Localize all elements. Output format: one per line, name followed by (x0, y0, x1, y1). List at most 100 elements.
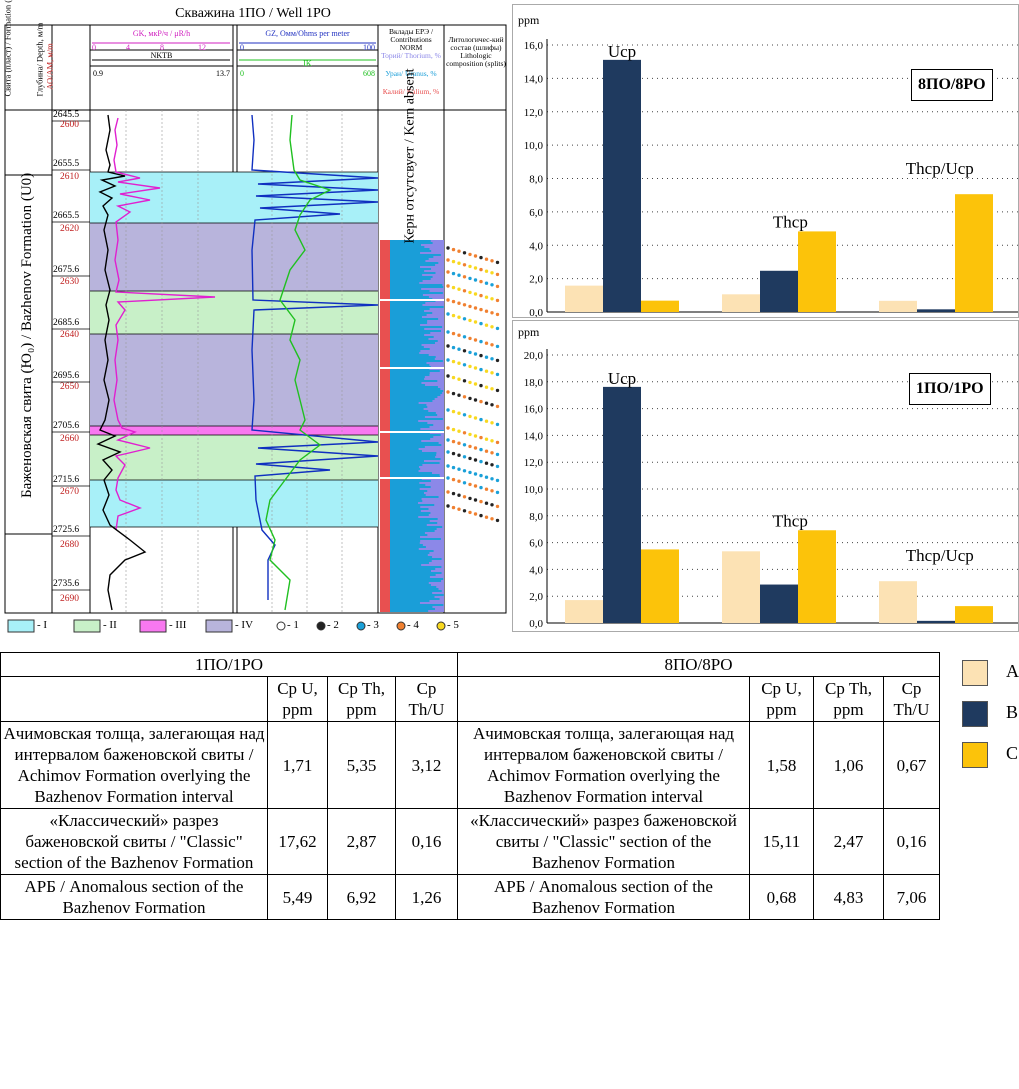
bar-b (760, 270, 798, 312)
litho-title: Литологичес-кий состав (шлифы) Lithologi… (446, 35, 506, 68)
y-tick-label: 4,0 (529, 564, 543, 576)
depth-ao-label: 2660 (60, 434, 79, 444)
depth-label: 2705.6 (53, 421, 80, 431)
th-ratio-right: Cp Th/U (883, 676, 940, 722)
y-tick-label: 16,0 (524, 40, 544, 52)
bar-a (879, 581, 917, 623)
row-label: «Классический» разрез баженовской свиты … (0, 808, 268, 875)
nktb-max: 13.7 (216, 69, 230, 78)
y-tick-label: 4,0 (529, 240, 543, 252)
depth-ao-label: 2630 (60, 277, 79, 287)
cell-u: 17,62 (267, 808, 328, 875)
chart-1po: 0,0 2,0 4,0 6,0 8,0 10,0 12,0 14,0 16,0 18,0 20,0 U… (512, 320, 1019, 632)
row-label: «Классический» разрез баженовской свиты … (457, 808, 750, 875)
cell-ratio: 1,26 (395, 874, 458, 920)
y-tick-label: 6,0 (529, 538, 543, 550)
core-absent-label: Керн отсутсвует / Kern absent (402, 68, 418, 244)
group-label: Ucp (608, 42, 636, 61)
gz-curve (251, 114, 379, 600)
ik-label: IK (303, 59, 312, 68)
y-tick-label: 8,0 (529, 174, 543, 186)
well-log-figure (4, 24, 507, 633)
legend-facies-label: - II (103, 619, 117, 631)
legend-dot (436, 621, 446, 631)
legend-label-c: C (1006, 743, 1019, 763)
gk-label: GK, мкР/ч / μR/h (132, 29, 191, 38)
cell-th: 4,83 (813, 874, 884, 920)
ppm-label-1po: ppm (518, 325, 540, 339)
bar-a (565, 600, 603, 623)
th-th-right: Cp Th, ppm (813, 676, 884, 722)
legend-facies-swatch (7, 619, 35, 633)
group-label: Thcp (773, 212, 808, 231)
cell-th: 2,47 (813, 808, 884, 875)
table-empty-header (457, 676, 750, 722)
depth-label: 2675.6 (53, 265, 80, 275)
contrib-th: Торий/ Thorium, % (381, 51, 441, 60)
depth-ao-label: 2620 (60, 224, 79, 234)
gk-curve (113, 117, 216, 531)
bar-c (955, 606, 993, 623)
y-tick-label: 10,0 (524, 484, 544, 496)
row-label: АРБ / Anomalous section of the Bazhenov … (0, 874, 268, 920)
legend-facies-label: - IV (235, 619, 254, 631)
bar-b (603, 59, 641, 313)
depth-ao-label: 2650 (60, 382, 79, 392)
y-tick-label: 20,0 (524, 350, 544, 362)
group-label: Ucp (608, 369, 636, 388)
nktb-label: NKTB (150, 51, 173, 60)
cell-u: 1,71 (267, 721, 328, 809)
formation-name: Баженовская свита (Ю₀) / Bazhenov Format… (19, 172, 35, 498)
row-label: Ачимовская толща, залегающая над интерва… (0, 721, 268, 809)
depth-label: 2695.6 (53, 371, 80, 381)
legend-dot-label: - 5 (447, 619, 459, 631)
y-tick-label: 10,0 (524, 140, 544, 152)
depth-label: 2665.5 (53, 211, 80, 221)
cell-u: 5,49 (267, 874, 328, 920)
depth-ao-label: 2690 (60, 594, 79, 604)
bar-b (603, 386, 641, 623)
bar-c (641, 549, 679, 623)
th-u-right: Cp U, ppm (749, 676, 814, 722)
cell-th: 5,35 (327, 721, 396, 809)
bar-a (722, 551, 760, 623)
cell-ratio: 0,67 (883, 721, 940, 809)
table-well-right: 8ПО/8PO (457, 652, 940, 677)
badge-8po: 8ПО/8PO (911, 69, 993, 101)
legend-dot (316, 621, 326, 631)
depth-label: 2725.6 (53, 525, 80, 535)
bar-c (798, 231, 836, 312)
depth-label: 2685.6 (53, 318, 80, 328)
data-table: 1ПО/1PO 8ПО/8PO Cp U, ppm Cp Th, ppm Cp … (0, 652, 940, 920)
depth-label: 2655.5 (53, 159, 80, 169)
depth-label: 2715.6 (53, 475, 80, 485)
legend-facies-swatch (139, 619, 167, 633)
legend-swatch-b (962, 701, 988, 727)
y-tick-label: 12,0 (524, 107, 544, 119)
col-depth-label: Глубина/ Depth, м/m (34, 22, 45, 97)
legend-dot-label: - 4 (407, 619, 419, 631)
table-row: Ачимовская толща, залегающая над интерва… (0, 721, 940, 809)
ik-min: 0 (240, 69, 244, 78)
legend-dot (276, 621, 286, 631)
th-u-left: Cp U, ppm (267, 676, 328, 722)
table-empty-header (0, 676, 268, 722)
depth-ao-label: 2670 (60, 487, 79, 497)
row-label: АРБ / Anomalous section of the Bazhenov … (457, 874, 750, 920)
legend-swatch-c (962, 742, 988, 768)
bar-a (879, 300, 917, 312)
gz-label: GZ, Омм/Ohms per meter (265, 29, 350, 38)
bar-c (955, 194, 993, 312)
group-label: Thcp (773, 511, 808, 530)
cell-ratio: 7,06 (883, 874, 940, 920)
gz-min: 0 (240, 43, 244, 52)
bar-c (798, 530, 836, 623)
gk-ticks: 0 4 8 12 (92, 43, 206, 52)
legend-label-a: A (1006, 661, 1019, 681)
legend-dot-label: - 1 (287, 619, 299, 631)
bar-b (917, 309, 955, 312)
depth-ao-label: 2610 (60, 172, 79, 182)
gz-max: 100 (363, 43, 375, 52)
group-label: Thcp/Ucp (906, 159, 974, 178)
cell-ratio: 0,16 (883, 808, 940, 875)
